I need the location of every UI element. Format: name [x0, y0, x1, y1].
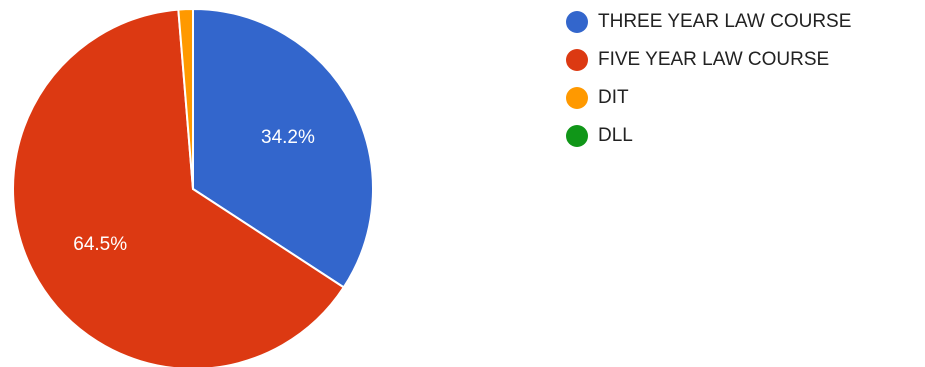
legend-label: FIVE YEAR LAW COURSE [598, 49, 830, 70]
legend-item-dit[interactable]: DIT [566, 85, 851, 111]
pie-slice-labels: 34.2% 64.5% [73, 127, 315, 255]
legend-swatch-five-year-law-course [566, 49, 588, 71]
legend: THREE YEAR LAW COURSE FIVE YEAR LAW COURS… [566, 9, 851, 161]
slice-label-three-year-law-course: 34.2% [261, 127, 315, 148]
legend-swatch-three-year-law-course [566, 11, 588, 33]
pie-slice-dit[interactable] [177, 8, 194, 190]
legend-item-three-year-law-course[interactable]: THREE YEAR LAW COURSE [566, 9, 851, 35]
pie-slices [12, 8, 374, 367]
legend-swatch-dit [566, 87, 588, 109]
legend-item-five-year-law-course[interactable]: FIVE YEAR LAW COURSE [566, 47, 851, 73]
legend-swatch-dll [566, 125, 588, 147]
pie-slice-five-year-law-course[interactable] [12, 8, 345, 367]
legend-label: THREE YEAR LAW COURSE [598, 11, 852, 32]
slice-label-five-year-law-course: 64.5% [73, 234, 127, 255]
legend-item-dll[interactable]: DLL [566, 123, 851, 149]
legend-label: DIT [598, 87, 629, 108]
legend-label: DLL [598, 125, 633, 146]
